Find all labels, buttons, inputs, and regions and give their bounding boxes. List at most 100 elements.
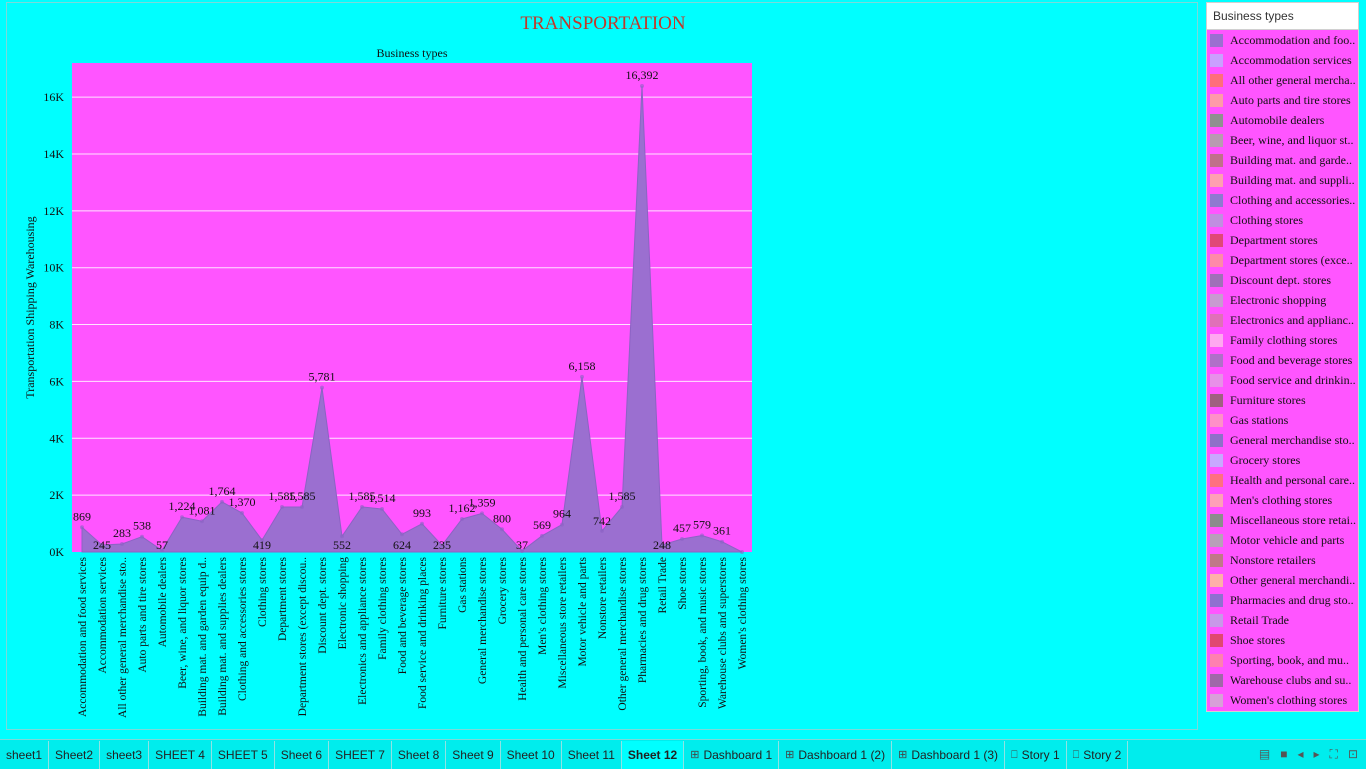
legend-item[interactable]: Clothing and accessories.. (1207, 190, 1358, 210)
legend-swatch (1210, 413, 1223, 427)
data-point (140, 534, 144, 539)
legend-item[interactable]: Pharmacies and drug sto.. (1207, 590, 1358, 610)
data-point (120, 541, 124, 546)
data-label: 869 (73, 509, 91, 523)
presentation-mode-icon[interactable]: ⊡ (1347, 747, 1358, 761)
legend-item[interactable]: Department stores (exce.. (1207, 250, 1358, 270)
legend-item[interactable]: Shoe stores (1207, 630, 1358, 650)
legend-swatch (1210, 673, 1223, 687)
legend-item[interactable]: Building mat. and garde.. (1207, 150, 1358, 170)
legend-item[interactable]: Nonstore retailers (1207, 550, 1358, 570)
legend-item-label: Women's clothing stores (1230, 692, 1348, 707)
legend-item[interactable]: Department stores (1207, 230, 1358, 250)
filmstrip-view-icon[interactable]: ▤ (1258, 747, 1271, 761)
legend-item[interactable]: Clothing stores (1207, 210, 1358, 230)
y-tick-label: 0K (49, 545, 64, 559)
next-sheet-icon[interactable]: ▸ (1313, 747, 1320, 761)
legend-item[interactable]: Gas stations (1207, 410, 1358, 430)
tab-sheet-9[interactable]: Sheet 9 (446, 740, 501, 769)
data-label: 800 (493, 511, 511, 525)
legend-item[interactable]: Motor vehicle and parts (1207, 530, 1358, 550)
data-point (600, 528, 604, 533)
legend-item-label: Grocery stores (1230, 452, 1301, 467)
legend-item[interactable]: Miscellaneous store retai.. (1207, 510, 1358, 530)
legend-item[interactable]: Auto parts and tire stores (1207, 90, 1358, 110)
tab-story-2[interactable]: ⎕ Story 2 (1067, 740, 1129, 769)
tab-sheet-10[interactable]: Sheet 10 (501, 740, 562, 769)
show-tabs-icon[interactable]: ■ (1280, 747, 1288, 761)
tab-sheet-12[interactable]: Sheet 12 (621, 740, 685, 769)
legend-item[interactable]: Accommodation services (1207, 50, 1358, 70)
legend-item[interactable]: Food service and drinkin.. (1207, 370, 1358, 390)
legend-item[interactable]: Accommodation and foo.. (1207, 30, 1358, 50)
tab-sheet-11[interactable]: Sheet 11 (562, 740, 622, 769)
tab-sheet-4[interactable]: SHEET 4 (149, 740, 212, 769)
data-label: 552 (333, 538, 351, 552)
tab-sheet-6[interactable]: Sheet 6 (275, 740, 330, 769)
legend-swatch (1210, 493, 1223, 507)
legend-item-label: Electronic shopping (1230, 292, 1327, 307)
dashboard-canvas: TRANSPORTATION Business types 0K 2K 4K 6K 8K 1… (6, 2, 1198, 730)
legend-item[interactable]: Grocery stores (1207, 450, 1358, 470)
tab-sheet1[interactable]: sheet1 (0, 740, 50, 769)
x-tick-label: Building mat. and supplies dealers (217, 556, 229, 715)
data-point (300, 504, 304, 509)
x-tick-label: Sporting, book, and music stores (697, 556, 709, 707)
legend-item[interactable]: Sporting, book, and mu.. (1207, 650, 1358, 670)
tab-sheet-5[interactable]: SHEET 5 (212, 740, 275, 769)
legend-swatch (1210, 633, 1223, 647)
tab-sheet-8[interactable]: Sheet 8 (392, 740, 447, 769)
tab-dashboard-1-3[interactable]: ⊞ Dashboard 1 (3) (892, 740, 1006, 769)
data-label: 1,224 (169, 499, 196, 513)
data-point (440, 543, 444, 548)
legend-item[interactable]: Women's clothing stores (1207, 690, 1358, 710)
data-point (380, 506, 384, 511)
tab-sheet-7[interactable]: SHEET 7 (329, 740, 392, 769)
area-chart[interactable]: Business types 0K 2K 4K 6K 8K 10K 12K 14K 16K Tran… (7, 3, 1197, 729)
tab-story-1[interactable]: ⎕ Story 1 (1005, 740, 1067, 769)
tab-sheet2[interactable]: Sheet2 (49, 740, 101, 769)
data-label: 538 (133, 519, 151, 533)
legend-item[interactable]: General merchandise sto.. (1207, 430, 1358, 450)
data-point (360, 504, 364, 509)
legend-item[interactable]: All other general mercha.. (1207, 70, 1358, 90)
legend-item[interactable]: Retail Trade (1207, 610, 1358, 630)
chart-subtitle: Business types (376, 46, 447, 60)
tab-label: Dashboard 1 (703, 747, 773, 762)
data-label: 1,162 (449, 501, 476, 515)
data-label: 457 (673, 521, 691, 535)
x-tick-label: Electronics and appliance stores (357, 556, 369, 704)
previous-sheet-icon[interactable]: ◂ (1297, 747, 1304, 761)
data-label: 624 (393, 538, 411, 552)
legend-item[interactable]: Furniture stores (1207, 390, 1358, 410)
legend-swatch (1210, 373, 1223, 387)
legend-item[interactable]: Men's clothing stores (1207, 490, 1358, 510)
sheet-tab-bar: sheet1 Sheet2 sheet3 SHEET 4 SHEET 5 Sheet 6 S… (0, 739, 1366, 769)
legend-item[interactable]: Food and beverage stores (1207, 350, 1358, 370)
legend-item[interactable]: Warehouse clubs and su.. (1207, 670, 1358, 690)
legend-item[interactable]: Electronics and applianc.. (1207, 310, 1358, 330)
x-tick-label: Other general merchandise stores (617, 556, 629, 710)
tab-dashboard-1[interactable]: ⊞ Dashboard 1 (684, 740, 780, 769)
data-label: 1,081 (189, 503, 216, 517)
legend-item[interactable]: Health and personal care.. (1207, 470, 1358, 490)
legend-item[interactable]: Discount dept. stores (1207, 270, 1358, 290)
legend-item-label: Men's clothing stores (1230, 492, 1333, 507)
legend-item[interactable]: Family clothing stores (1207, 330, 1358, 350)
legend-item[interactable]: Automobile dealers (1207, 110, 1358, 130)
legend-item[interactable]: Electronic shopping (1207, 290, 1358, 310)
data-point (180, 515, 184, 520)
dashboard-icon: ⊞ (785, 748, 795, 761)
legend-item[interactable]: Beer, wine, and liquor st.. (1207, 130, 1358, 150)
data-point (160, 548, 164, 553)
fit-screen-icon[interactable]: ⛶ (1329, 746, 1338, 761)
y-tick-label: 6K (49, 374, 64, 388)
data-label: 57 (156, 538, 168, 552)
legend-item[interactable]: Other general merchandi.. (1207, 570, 1358, 590)
tab-sheet3[interactable]: sheet3 (100, 740, 150, 769)
legend-item[interactable]: Building mat. and suppli.. (1207, 170, 1358, 190)
tab-dashboard-1-2[interactable]: ⊞ Dashboard 1 (2) (779, 740, 893, 769)
y-tick-label: 12K (43, 204, 64, 218)
tab-label: Sheet2 (55, 747, 94, 762)
legend-swatch (1210, 213, 1223, 227)
